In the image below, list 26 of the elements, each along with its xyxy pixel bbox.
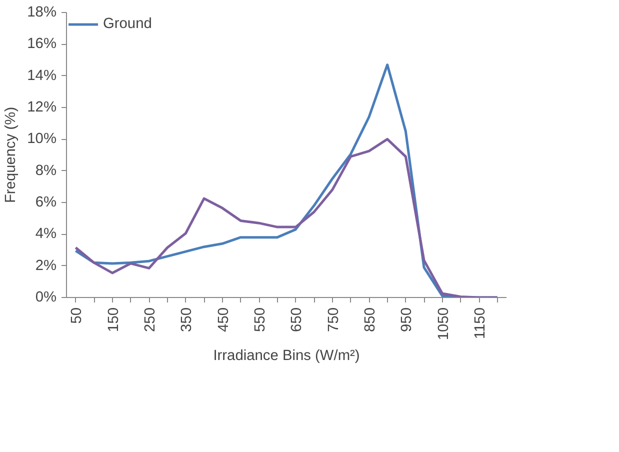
x-tick-label: 1150 [472, 307, 488, 340]
x-tick-label: 250 [142, 307, 158, 332]
y-axis-title: Frequency (%) [3, 106, 20, 204]
y-tick-label: 0% [35, 290, 57, 306]
x-tick-label: 50 [69, 307, 86, 324]
x-tick-label: 750 [326, 307, 342, 332]
y-tick-label: 14% [27, 68, 57, 84]
x-tick-label: 850 [362, 307, 378, 332]
x-tick-label: 1050 [436, 307, 452, 340]
x-tick-label: 350 [179, 307, 196, 332]
x-tick-label: 450 [216, 307, 232, 332]
x-tick-label: 650 [289, 307, 306, 332]
x-axis-title: Irradiance Bins (W/m²) [213, 348, 360, 364]
x-tick-label: 550 [252, 307, 268, 332]
y-tick-label: 16% [27, 36, 57, 52]
y-tick-label: 12% [27, 100, 57, 116]
y-tick-label: 2% [35, 258, 57, 274]
y-tick-label: 18% [27, 4, 57, 20]
legend-label: Ground [103, 16, 152, 32]
y-tick-label: 10% [27, 131, 57, 148]
y-tick-label: 8% [35, 162, 57, 179]
y-tick-label: 4% [35, 226, 57, 242]
x-tick-label: 950 [399, 307, 416, 332]
y-tick-label: 6% [35, 194, 57, 210]
x-tick-label: 150 [106, 307, 122, 332]
line-series [74, 138, 499, 298]
